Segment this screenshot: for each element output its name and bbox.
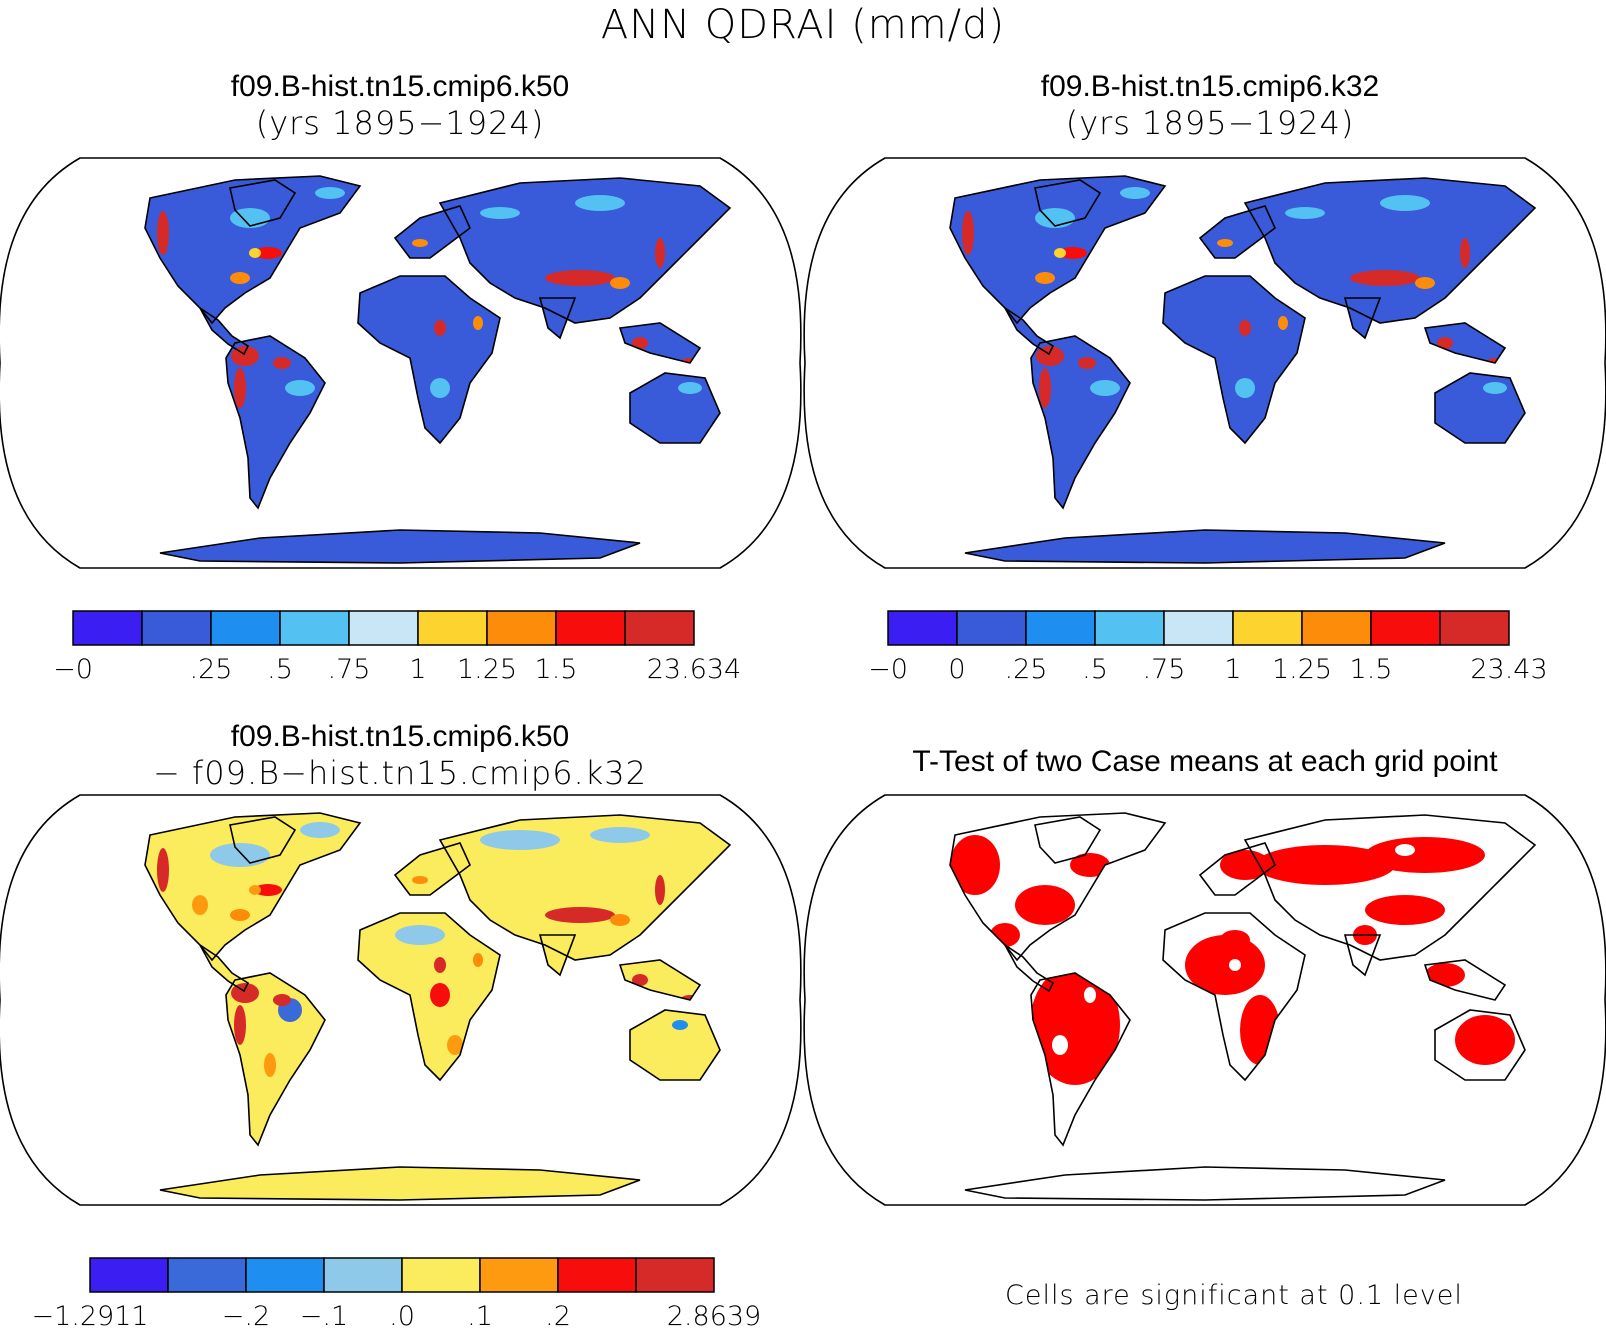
year-range: (yrs 1895−1924) (1065, 104, 1355, 142)
colorbar-swatch (348, 610, 419, 646)
case-name: f09.B-hist.tn15.cmip6.k32 (1040, 70, 1380, 103)
world-map (0, 157, 802, 569)
figure-title: ANN QDRAI (mm/d) (600, 2, 1006, 48)
continent-antarctica (160, 530, 640, 563)
colorbar-tick-label: .75 (1143, 654, 1186, 685)
difference-case-name: − f09.B−hist.tn15.cmip6.k32 (153, 754, 647, 792)
colorbar-tick-label: −0 (868, 654, 908, 685)
colorbar-swatch (624, 610, 695, 646)
continent-southAmerica (226, 336, 325, 508)
map-panel-bottom-right (803, 794, 1606, 1206)
colorbar-swatch (887, 610, 958, 646)
colorbar-swatch (1439, 610, 1510, 646)
colorbar-tick-label: 1.25 (1272, 654, 1332, 685)
colorbar-tick-label: .75 (328, 654, 371, 685)
colorbar-tick-label: 0 (948, 654, 965, 685)
map-panel-bottom-left (0, 794, 802, 1206)
colorbar-swatch (279, 610, 350, 646)
colorbar-swatch (245, 1257, 325, 1293)
colorbar-swatch (401, 1257, 481, 1293)
colorbar-tick-label: −.2 (222, 1301, 270, 1332)
map-border (0, 157, 802, 569)
colorbar-tick-label: 1.5 (1350, 654, 1393, 685)
colorbar-tick-label: 23.43 (1470, 654, 1547, 685)
colorbar-swatch (1163, 610, 1234, 646)
colorbar-tick-label: .1 (467, 1301, 493, 1332)
map-border (0, 794, 802, 1206)
colorbar-swatch (1232, 610, 1303, 646)
colorbar-tick-label: 1 (409, 654, 426, 685)
colorbar-swatch (417, 610, 488, 646)
colorbar-swatch (1025, 610, 1096, 646)
colorbar-tick-label: .5 (267, 654, 293, 685)
continent-australia (630, 1010, 720, 1080)
world-map (803, 794, 1606, 1206)
colorbar-swatch (1370, 610, 1441, 646)
colorbar-tick-label: .25 (1005, 654, 1048, 685)
significance-note: Cells are significant at 0.1 level (1005, 1280, 1463, 1311)
continent-antarctica (965, 1167, 1445, 1200)
continent-antarctica (965, 530, 1445, 563)
colorbar-tick-label: 23.634 (647, 654, 741, 685)
colorbar: −0 0 .25 .5 .75 1 1.25 1.5 23.43 (868, 610, 1548, 685)
map-border (803, 157, 1606, 569)
panel-title-bottom-left: f09.B-hist.tn15.cmip6.k50 − f09.B−hist.t… (20, 720, 780, 792)
colorbar-swatch (1094, 610, 1165, 646)
colorbar-tick-label: 2.8639 (667, 1301, 761, 1332)
colorbar-tick-label: −0 (53, 654, 93, 685)
colorbar-tick-label: .0 (389, 1301, 415, 1332)
colorbar-swatch (210, 610, 281, 646)
year-range: (yrs 1895−1924) (255, 104, 545, 142)
colorbar-tick-label: .2 (545, 1301, 571, 1332)
continent-southAmerica (1031, 336, 1130, 508)
colorbar-swatch (479, 1257, 559, 1293)
panel-title-bottom-right: T-Test of two Case means at each grid po… (820, 745, 1590, 779)
colorbar: −1.2911 −.2 −.1 .0 .1 .2 2.8639 (31, 1257, 761, 1332)
world-map (803, 157, 1606, 569)
colorbar: −0 .25 .5 .75 1 1.25 1.5 23.634 (53, 610, 741, 685)
colorbar-tick-label: .25 (190, 654, 233, 685)
world-map (0, 794, 802, 1206)
case-name: f09.B-hist.tn15.cmip6.k50 (230, 720, 570, 753)
case-name: f09.B-hist.tn15.cmip6.k50 (230, 70, 570, 103)
continent-antarctica (160, 1167, 640, 1200)
panel-title-top-left: f09.B-hist.tn15.cmip6.k50 (yrs 1895−1924… (30, 70, 770, 142)
continent-seAsia (620, 960, 700, 1000)
colorbar-tick-label: 1.25 (457, 654, 517, 685)
colorbar-bottom-left: −1.2911 −.2 −.1 .0 .1 .2 2.8639 (31, 1257, 804, 1337)
colorbar-tick-label: 1.5 (535, 654, 578, 685)
continent-asia (440, 815, 730, 960)
colorbar-swatch (956, 610, 1027, 646)
colorbar-swatch (323, 1257, 403, 1293)
colorbar-swatch (89, 1257, 169, 1293)
colorbar-swatch (555, 610, 626, 646)
continent-seAsia (1425, 323, 1505, 363)
colorbar-top-left: −0 .25 .5 .75 1 1.25 1.5 23.634 (53, 610, 784, 690)
colorbar-tick-label: −1.2911 (31, 1301, 148, 1332)
colorbar-swatch (486, 610, 557, 646)
colorbar-tick-label: .5 (1082, 654, 1108, 685)
map-panel-top-left (0, 157, 802, 569)
panel-title-top-right: f09.B-hist.tn15.cmip6.k32 (yrs 1895−1924… (840, 70, 1580, 142)
map-panel-top-right (803, 157, 1606, 569)
colorbar-swatch (167, 1257, 247, 1293)
colorbar-top-right: −0 0 .25 .5 .75 1 1.25 1.5 23.43 (868, 610, 1599, 690)
colorbar-tick-label: −.1 (300, 1301, 348, 1332)
ttest-title: T-Test of two Case means at each grid po… (912, 745, 1498, 778)
colorbar-swatch (141, 610, 212, 646)
colorbar-swatch (635, 1257, 715, 1293)
colorbar-swatch (557, 1257, 637, 1293)
colorbar-swatch (1301, 610, 1372, 646)
continent-greenland (1035, 817, 1100, 863)
colorbar-swatch (72, 610, 143, 646)
continent-seAsia (620, 323, 700, 363)
colorbar-tick-label: 1 (1224, 654, 1241, 685)
map-border (803, 794, 1606, 1206)
